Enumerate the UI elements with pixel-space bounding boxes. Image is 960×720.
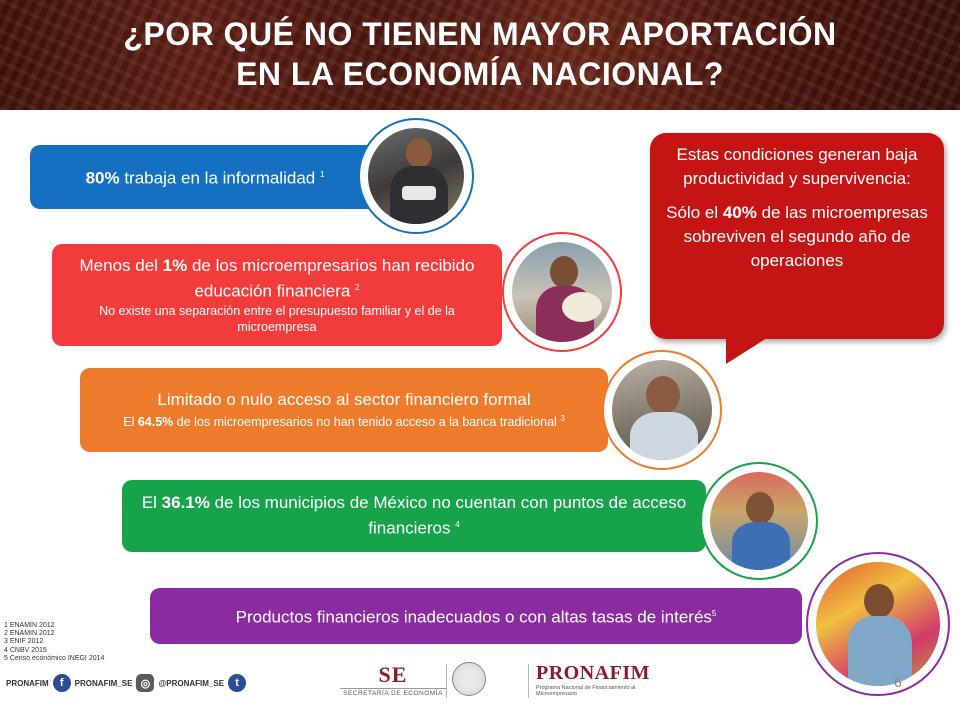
photo-circle-3 xyxy=(602,350,722,470)
ref-1: 1 xyxy=(319,170,325,180)
informality-bar: 80% trabaja en la informalidad 1 xyxy=(30,145,380,209)
pronafim-logo: PRONAFIM Programa Nacional de Financiami… xyxy=(536,662,666,697)
social-pronafim-label: PRONAFIM xyxy=(6,678,49,688)
photo-older-man xyxy=(612,360,712,460)
callout-tail xyxy=(726,336,770,364)
footnote-4: 4 CNBV 2015 xyxy=(4,646,47,654)
title-line-1: ¿POR QUÉ NO TIENEN MAYOR APORTACIÓN xyxy=(123,16,837,52)
financial-access-bar: Limitado o nulo acceso al sector financi… xyxy=(80,368,608,452)
ref-4: 4 xyxy=(455,520,460,530)
callout-line2-text: de las microempresas sobreviven el segun… xyxy=(683,203,928,270)
social-footer: PRONAFIM f PRONAFIM_SE ◎ @PRONAFIM_SE t xyxy=(6,672,247,694)
ref-5: 5 xyxy=(711,609,717,619)
twitter-icon[interactable]: t xyxy=(228,674,247,692)
access-text: de los municipios de México no cuentan c… xyxy=(209,493,687,538)
access-points-bar: El 36.1% de los municipios de México no … xyxy=(122,480,706,552)
informality-pct: 80% xyxy=(85,168,120,188)
fin-edu-sub: No existe una separación entre el presup… xyxy=(99,303,455,334)
ref-3: 3 xyxy=(560,414,565,424)
photo-circle-1 xyxy=(358,118,474,234)
photo-vendor-man xyxy=(368,128,464,224)
fin-access-main: Limitado o nulo acceso al sector financi… xyxy=(157,390,531,410)
footnote-1: 1 ENAMIN 2012 xyxy=(4,622,55,629)
pronafim-logo-text: PRONAFIM xyxy=(536,662,650,684)
callout-line-1: Estas condiciones generan baja productiv… xyxy=(676,145,918,188)
photo-circle-2 xyxy=(502,232,622,352)
fin-access-sub-pre: El xyxy=(123,415,138,430)
footnote-3: 3 ENIF 2012 xyxy=(4,638,44,646)
inadequate-products-bar: Productos financieros inadecuados o con … xyxy=(150,588,802,644)
access-pct: 36.1% xyxy=(161,493,210,513)
social-fb-label: PRONAFIM_SE xyxy=(74,678,133,688)
photo-shop-woman xyxy=(710,472,808,570)
page-number: 6 xyxy=(894,674,902,690)
footnote-2: 2 ENAMIN 2012 xyxy=(4,630,55,638)
footnote-5: 5 Censo económico INEGI 2014 xyxy=(4,654,105,662)
access-pre: El xyxy=(141,493,162,513)
header-banner xyxy=(0,0,960,110)
callout-line2-pre: Sólo el xyxy=(666,203,723,222)
title-line-2: EN LA ECONOMÍA NACIONAL? xyxy=(236,56,724,92)
se-logo-sub: SECRETARÍA DE ECONOMÍA xyxy=(340,688,446,697)
logo-divider-1 xyxy=(446,664,447,698)
callout-pct: 40% xyxy=(722,203,757,222)
photo-circle-5 xyxy=(806,552,950,696)
fin-access-sub-text: de los microempresarios no han tenido ac… xyxy=(173,415,561,430)
fin-edu-text: de los microempresarios han recibido edu… xyxy=(187,256,475,301)
pronafim-logo-sub: Programa Nacional de Financiamiento al M… xyxy=(536,685,636,697)
social-ig-label: @PRONAFIM_SE xyxy=(158,678,225,688)
fin-edu-pct: 1% xyxy=(162,256,188,276)
products-text: Productos financieros inadecuados o con … xyxy=(235,607,712,627)
fin-access-pct: 64.5% xyxy=(137,415,174,430)
se-logo-text: SE xyxy=(378,662,408,687)
facebook-icon[interactable]: f xyxy=(52,674,71,692)
mexico-seal-icon xyxy=(452,662,486,696)
photo-tortilla-woman xyxy=(512,242,612,342)
photo-market-woman xyxy=(816,562,940,686)
instagram-icon[interactable]: ◎ xyxy=(136,674,155,692)
page-title: ¿POR QUÉ NO TIENEN MAYOR APORTACIÓN EN L… xyxy=(0,14,960,94)
ref-2: 2 xyxy=(355,283,360,293)
conditions-callout: Estas condiciones generan baja productiv… xyxy=(650,133,944,339)
photo-circle-4 xyxy=(700,462,818,580)
footnotes: 1 ENAMIN 2012 2 ENAMIN 2012 3 ENIF 2012 … xyxy=(4,622,104,663)
financial-education-bar: Menos del 1% de los microempresarios han… xyxy=(52,244,502,346)
se-logo: SE SECRETARÍA DE ECONOMÍA xyxy=(340,662,446,697)
fin-edu-pre: Menos del xyxy=(79,256,163,276)
informality-text: trabaja en la informalidad xyxy=(119,168,320,188)
logo-divider-2 xyxy=(528,664,529,698)
